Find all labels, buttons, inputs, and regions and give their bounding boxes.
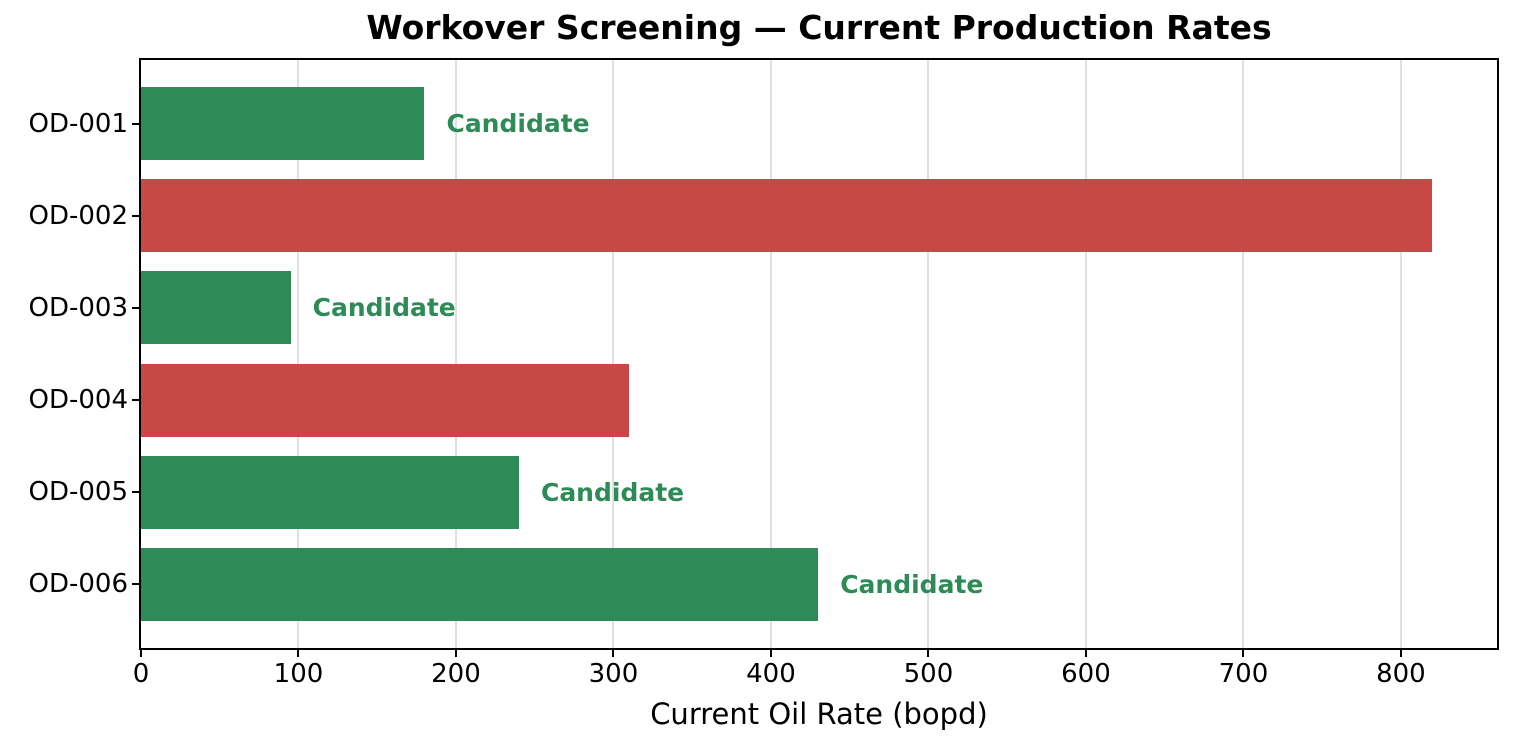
candidate-annotation-OD-005: Candidate	[540, 477, 685, 507]
plot-area: Candidate Candidate Candidate Candidate	[139, 58, 1499, 650]
x-tick-mark-700	[1242, 648, 1245, 657]
y-tick-label-OD-005: OD-005	[28, 477, 129, 508]
gridline-x-800	[1399, 60, 1402, 648]
y-tick-label-OD-006: OD-006	[28, 569, 129, 600]
gridline-x-400	[769, 60, 772, 648]
y-tick-mark-OD-005	[132, 491, 141, 494]
x-tick-mark-500	[927, 648, 930, 657]
x-tick-mark-800	[1399, 648, 1402, 657]
candidate-annotation-OD-003: Candidate	[312, 293, 456, 323]
gridline-x-700	[1242, 60, 1245, 648]
y-tick-mark-OD-001	[132, 122, 141, 125]
y-tick-label-OD-002: OD-002	[28, 200, 129, 231]
x-tick-mark-300	[612, 648, 615, 657]
gridline-x-500	[927, 60, 930, 648]
x-tick-mark-0	[140, 648, 142, 657]
x-tick-label-600: 600	[1061, 659, 1111, 689]
x-tick-label-0: 0	[132, 659, 150, 689]
x-tick-label-300: 300	[588, 659, 639, 689]
y-tick-mark-OD-002	[132, 214, 141, 217]
gridline-x-200	[454, 60, 457, 648]
candidate-annotation-OD-006: Candidate	[840, 569, 984, 599]
x-axis-label: Current Oil Rate (bopd)	[650, 697, 988, 731]
x-tick-mark-600	[1084, 648, 1087, 657]
x-tick-mark-200	[454, 648, 457, 657]
x-tick-label-700: 700	[1218, 659, 1269, 689]
bar-OD-006	[141, 547, 819, 621]
x-tick-label-400: 400	[746, 659, 796, 689]
x-tick-mark-400	[769, 648, 772, 657]
x-tick-mark-100	[297, 648, 300, 657]
gridline-x-600	[1084, 60, 1087, 648]
gridline-x-300	[612, 60, 615, 648]
x-tick-label-800: 800	[1376, 659, 1426, 689]
bar-OD-002	[141, 179, 1433, 253]
bar-OD-003	[141, 271, 291, 345]
y-tick-label-OD-003: OD-003	[28, 292, 129, 323]
x-tick-label-100: 100	[273, 659, 324, 689]
x-tick-label-500: 500	[903, 659, 954, 689]
chart-title: Workover Screening — Current Production …	[366, 8, 1272, 47]
candidate-annotation-OD-001: Candidate	[446, 109, 590, 139]
y-tick-mark-OD-004	[132, 399, 141, 402]
bar-OD-001	[141, 87, 425, 161]
gridline-x-100	[297, 60, 300, 648]
y-tick-mark-OD-006	[132, 583, 141, 586]
bar-OD-005	[141, 455, 519, 529]
bar-OD-004	[141, 363, 630, 437]
y-tick-mark-OD-003	[132, 306, 141, 309]
y-tick-label-OD-004: OD-004	[28, 385, 129, 416]
x-tick-label-200: 200	[431, 659, 481, 689]
y-tick-label-OD-001: OD-001	[28, 108, 129, 139]
